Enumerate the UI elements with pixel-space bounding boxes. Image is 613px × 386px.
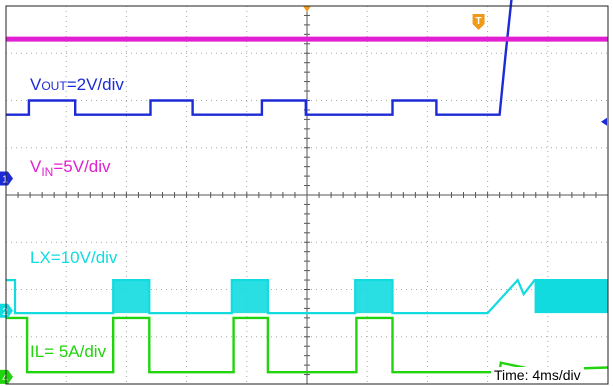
trace-1: [6, 0, 513, 116]
trigger-marker[interactable]: [472, 14, 485, 30]
channel-markers: 1 2 4 T: [0, 6, 607, 384]
vout-label: VOUT=2V/div: [30, 75, 124, 94]
lx-burst: [534, 280, 608, 314]
lx-burst: [113, 280, 150, 314]
lx-burst: [355, 280, 393, 314]
vin-label: VIN=5V/div: [30, 157, 111, 179]
channel-2-marker-label: 2: [2, 307, 8, 318]
timebase-label: Time: 4ms/div: [491, 367, 584, 383]
il-label: IL= 5A/div: [30, 342, 107, 361]
channel-1-marker-label: 1: [2, 174, 8, 185]
trigger-level-marker[interactable]: [601, 117, 607, 126]
lx-label: LX=10V/div: [30, 248, 118, 267]
channel-4-marker-label: 4: [2, 373, 8, 384]
lx-burst: [231, 280, 268, 314]
trigger-marker-label: T: [476, 16, 482, 27]
horizontal-position-marker[interactable]: [303, 6, 311, 12]
grid: [5, 5, 609, 385]
